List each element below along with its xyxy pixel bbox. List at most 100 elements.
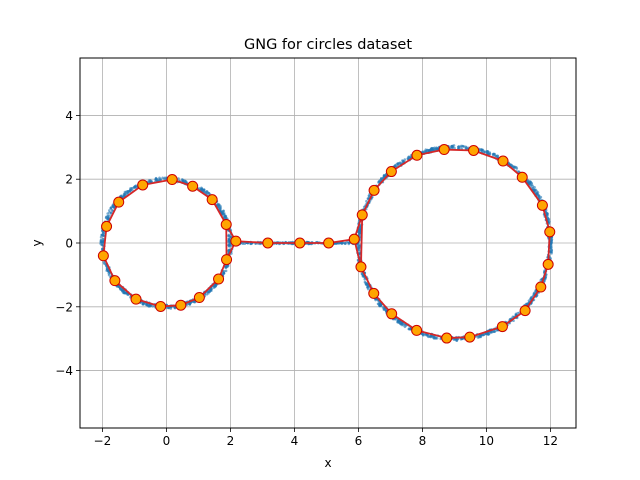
gng-node xyxy=(355,261,367,273)
data-point xyxy=(539,278,543,282)
data-point xyxy=(546,216,550,220)
data-point xyxy=(435,336,439,340)
data-point xyxy=(125,190,128,194)
data-point xyxy=(126,293,129,296)
data-point xyxy=(343,241,346,245)
data-point xyxy=(188,302,192,305)
y-tick-label: 4 xyxy=(65,109,73,123)
data-point xyxy=(455,339,459,342)
data-point xyxy=(167,306,171,310)
x-axis-ticks: −2 0 2 4 6 8 10 12 xyxy=(94,428,558,448)
data-point xyxy=(123,292,127,295)
gng-node xyxy=(386,308,398,320)
data-point xyxy=(495,329,498,332)
data-point xyxy=(360,272,364,276)
gng-node xyxy=(220,219,232,230)
gng-node xyxy=(113,196,125,208)
gng-node xyxy=(536,199,548,211)
data-point xyxy=(106,217,110,220)
data-point xyxy=(430,146,434,150)
x-axis-label: x xyxy=(324,456,331,470)
data-point xyxy=(366,284,369,288)
data-point xyxy=(433,335,436,339)
x-tick-label: 4 xyxy=(291,434,299,448)
gng-node xyxy=(97,250,109,262)
data-point xyxy=(158,176,161,180)
data-point xyxy=(345,240,349,244)
gng-node xyxy=(368,184,380,196)
gng-edge xyxy=(521,176,544,206)
gng-node xyxy=(230,235,242,247)
gng-node xyxy=(109,275,121,287)
data-point xyxy=(363,280,367,284)
data-point xyxy=(222,209,225,213)
data-point xyxy=(489,331,493,334)
data-point xyxy=(100,233,104,237)
gng-node xyxy=(348,233,360,245)
data-point xyxy=(462,145,466,148)
data-point xyxy=(151,304,154,308)
data-point xyxy=(529,180,533,184)
data-point xyxy=(102,260,106,264)
data-point xyxy=(207,192,211,195)
gng-node xyxy=(175,299,187,311)
data-point xyxy=(376,302,380,306)
data-point xyxy=(546,212,549,216)
data-point xyxy=(227,237,231,240)
data-point xyxy=(120,288,124,291)
data-point xyxy=(453,146,456,150)
gng-node xyxy=(323,237,335,249)
data-point xyxy=(435,147,439,150)
data-point xyxy=(396,162,400,166)
data-point xyxy=(161,176,164,180)
data-point xyxy=(457,145,460,149)
data-point xyxy=(107,273,111,277)
gng-node xyxy=(542,258,554,270)
data-point xyxy=(358,243,362,246)
gng-node xyxy=(262,237,274,249)
gng-node xyxy=(206,194,218,206)
data-point xyxy=(532,291,536,295)
gng-node xyxy=(101,220,113,232)
data-point xyxy=(493,152,496,156)
data-point xyxy=(530,183,534,186)
data-point xyxy=(482,150,486,153)
data-point xyxy=(527,299,531,302)
data-point xyxy=(222,269,226,273)
data-point xyxy=(102,231,106,234)
gng-node xyxy=(411,149,423,161)
data-point xyxy=(492,330,496,333)
data-point xyxy=(219,204,222,208)
y-tick-label: −4 xyxy=(55,364,73,378)
gng-node xyxy=(368,287,380,299)
data-point xyxy=(377,181,380,184)
data-point xyxy=(428,149,431,153)
data-point xyxy=(227,234,231,238)
data-point xyxy=(365,199,368,203)
data-point xyxy=(241,242,245,246)
data-point xyxy=(550,250,553,254)
x-tick-label: 0 xyxy=(163,434,171,448)
gng-node xyxy=(166,174,178,186)
x-tick-label: 8 xyxy=(419,434,427,448)
gng-node xyxy=(544,226,556,238)
x-tick-label: 10 xyxy=(479,434,494,448)
data-point xyxy=(142,302,145,306)
data-point xyxy=(99,242,102,245)
gng-edge xyxy=(469,325,503,338)
data-point xyxy=(432,148,435,152)
x-tick-label: −2 xyxy=(94,434,112,448)
gng-node xyxy=(385,166,397,178)
data-point xyxy=(536,191,540,194)
data-point xyxy=(223,214,227,217)
data-point xyxy=(340,242,344,245)
x-tick-label: 12 xyxy=(543,434,558,448)
data-point xyxy=(104,215,108,219)
data-point xyxy=(485,150,489,153)
gng-node xyxy=(137,179,149,191)
gng-node xyxy=(496,321,508,333)
gng-node xyxy=(187,180,199,192)
data-point xyxy=(382,175,386,179)
x-tick-label: 2 xyxy=(227,434,235,448)
